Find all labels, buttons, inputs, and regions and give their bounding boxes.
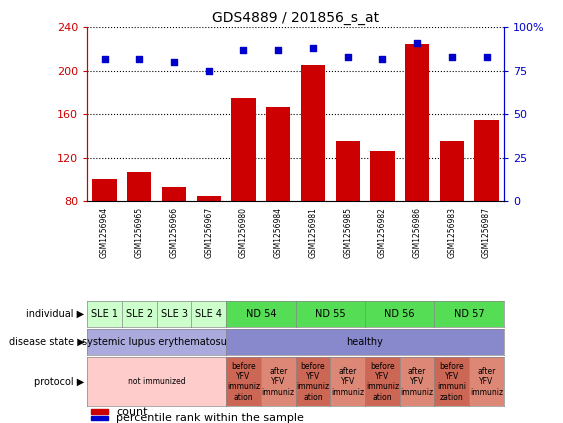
Point — [100, 55, 109, 62]
Point — [378, 55, 387, 62]
Text: after
YFV
immuniz: after YFV immuniz — [331, 367, 364, 397]
Bar — [301, 66, 325, 288]
Point — [413, 40, 422, 47]
Bar — [162, 187, 186, 288]
Point — [343, 54, 352, 60]
Text: before
YFV
immuniz
ation: before YFV immuniz ation — [366, 362, 399, 402]
Text: SLE 4: SLE 4 — [195, 309, 222, 319]
Text: healthy: healthy — [347, 337, 383, 347]
Point — [482, 54, 491, 60]
Text: before
YFV
immuniz
ation: before YFV immuniz ation — [227, 362, 260, 402]
Text: SLE 1: SLE 1 — [91, 309, 118, 319]
Bar — [266, 107, 291, 288]
Text: SLE 3: SLE 3 — [160, 309, 187, 319]
Text: after
YFV
immuniz: after YFV immuniz — [400, 367, 434, 397]
Point — [309, 45, 318, 52]
Point — [274, 47, 283, 53]
Bar — [370, 151, 395, 288]
Bar — [475, 120, 499, 288]
Bar — [196, 195, 221, 288]
Point — [135, 55, 144, 62]
Text: after
YFV
immuniz: after YFV immuniz — [262, 367, 295, 397]
Point — [447, 54, 456, 60]
Text: ND 56: ND 56 — [385, 309, 415, 319]
Text: before
YFV
immuni
zation: before YFV immuni zation — [437, 362, 466, 402]
Bar — [91, 409, 108, 414]
Point — [169, 59, 178, 66]
Text: SLE 2: SLE 2 — [126, 309, 153, 319]
Bar — [336, 141, 360, 288]
Bar — [405, 44, 429, 288]
Bar — [127, 172, 151, 288]
Point — [204, 68, 213, 74]
Bar — [92, 179, 117, 288]
Bar — [231, 98, 256, 288]
Text: ND 57: ND 57 — [454, 309, 485, 319]
Bar — [440, 141, 464, 288]
Text: protocol ▶: protocol ▶ — [34, 377, 84, 387]
Text: ND 55: ND 55 — [315, 309, 346, 319]
Text: not immunized: not immunized — [128, 377, 186, 386]
Text: systemic lupus erythematosus: systemic lupus erythematosus — [82, 337, 232, 347]
Text: ND 54: ND 54 — [245, 309, 276, 319]
Point — [239, 47, 248, 53]
Text: percentile rank within the sample: percentile rank within the sample — [117, 413, 305, 423]
Text: disease state ▶: disease state ▶ — [8, 337, 84, 347]
Bar — [91, 416, 108, 420]
Text: count: count — [117, 407, 148, 417]
Text: individual ▶: individual ▶ — [26, 309, 84, 319]
Title: GDS4889 / 201856_s_at: GDS4889 / 201856_s_at — [212, 11, 379, 25]
Text: before
YFV
immuniz
ation: before YFV immuniz ation — [296, 362, 329, 402]
Text: after
YFV
immuniz: after YFV immuniz — [470, 367, 503, 397]
